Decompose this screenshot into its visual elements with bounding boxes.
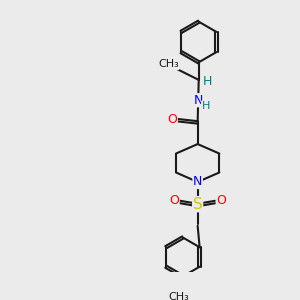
Text: O: O bbox=[216, 194, 226, 207]
Text: O: O bbox=[169, 194, 179, 207]
Text: O: O bbox=[167, 113, 177, 126]
Text: CH₃: CH₃ bbox=[168, 292, 189, 300]
Text: N: N bbox=[193, 176, 202, 188]
Text: CH₃: CH₃ bbox=[158, 59, 179, 70]
Text: N: N bbox=[194, 94, 203, 107]
Text: S: S bbox=[193, 197, 202, 212]
Text: H: H bbox=[202, 101, 210, 111]
Text: H: H bbox=[203, 75, 212, 88]
